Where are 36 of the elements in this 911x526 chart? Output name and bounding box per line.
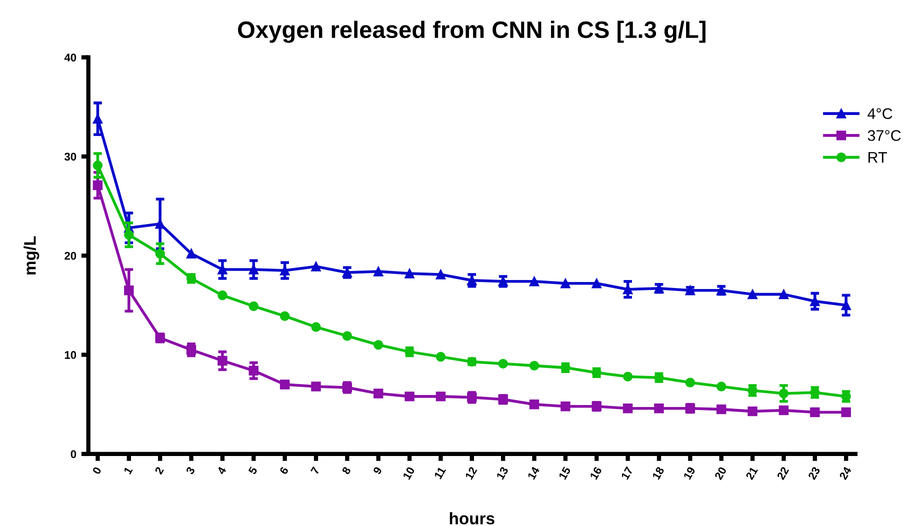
x-tick-label: 2 bbox=[154, 466, 164, 475]
x-tick-label: 22 bbox=[776, 466, 790, 480]
legend-label: RT bbox=[868, 152, 887, 163]
x-tick-label: 13 bbox=[496, 466, 509, 480]
x-tick-label: 17 bbox=[620, 466, 634, 480]
y-axis-title: mg/L bbox=[24, 236, 40, 274]
legend-label: 37°C bbox=[868, 130, 901, 141]
y-tick-label: 10 bbox=[64, 351, 76, 359]
x-tick-label: 8 bbox=[342, 466, 352, 475]
x-tick-label: 3 bbox=[186, 466, 196, 475]
x-tick-label: 12 bbox=[464, 466, 478, 480]
legend-label: 4°C bbox=[868, 108, 892, 120]
y-tick-label: 30 bbox=[64, 152, 76, 161]
y-tick-label: 40 bbox=[64, 54, 76, 62]
x-tick-label: 18 bbox=[652, 466, 664, 480]
y-tick-label: 20 bbox=[64, 252, 76, 260]
x-tick-label: 14 bbox=[527, 466, 540, 480]
x-tick-label: 23 bbox=[808, 466, 820, 480]
x-tick-label: 7 bbox=[310, 466, 320, 475]
x-tick-label: 6 bbox=[279, 466, 289, 475]
x-tick-label: 5 bbox=[248, 466, 258, 475]
x-tick-label: 4 bbox=[216, 466, 226, 475]
y-tick-label: 0 bbox=[70, 450, 76, 458]
x-axis-title: hours bbox=[450, 512, 494, 524]
x-tick-label: 11 bbox=[434, 466, 446, 480]
x-tick-label: 10 bbox=[402, 466, 415, 480]
x-tick-label: 0 bbox=[92, 466, 102, 475]
x-tick-label: 20 bbox=[714, 466, 727, 480]
x-tick-label: 15 bbox=[558, 466, 571, 480]
x-tick-label: 19 bbox=[683, 466, 696, 480]
x-tick-label: 9 bbox=[372, 466, 382, 475]
x-tick-label: 24 bbox=[838, 466, 852, 480]
x-tick-label: 21 bbox=[745, 466, 758, 480]
x-tick-label: 16 bbox=[590, 466, 602, 480]
chart-title: Oxygen released from CNN in CS [1.3 g/L] bbox=[238, 20, 706, 43]
x-tick-label: 1 bbox=[124, 466, 133, 475]
